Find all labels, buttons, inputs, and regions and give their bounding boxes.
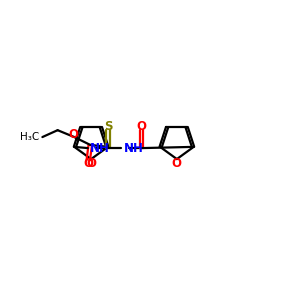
Text: O: O [136, 119, 146, 133]
Text: S: S [104, 119, 112, 133]
Text: NH: NH [90, 142, 110, 154]
Text: NH: NH [123, 142, 143, 154]
Text: H₃C: H₃C [20, 132, 40, 142]
Text: O: O [172, 157, 182, 170]
Text: O: O [86, 157, 96, 170]
Text: O: O [68, 128, 78, 141]
Text: O: O [83, 157, 93, 170]
